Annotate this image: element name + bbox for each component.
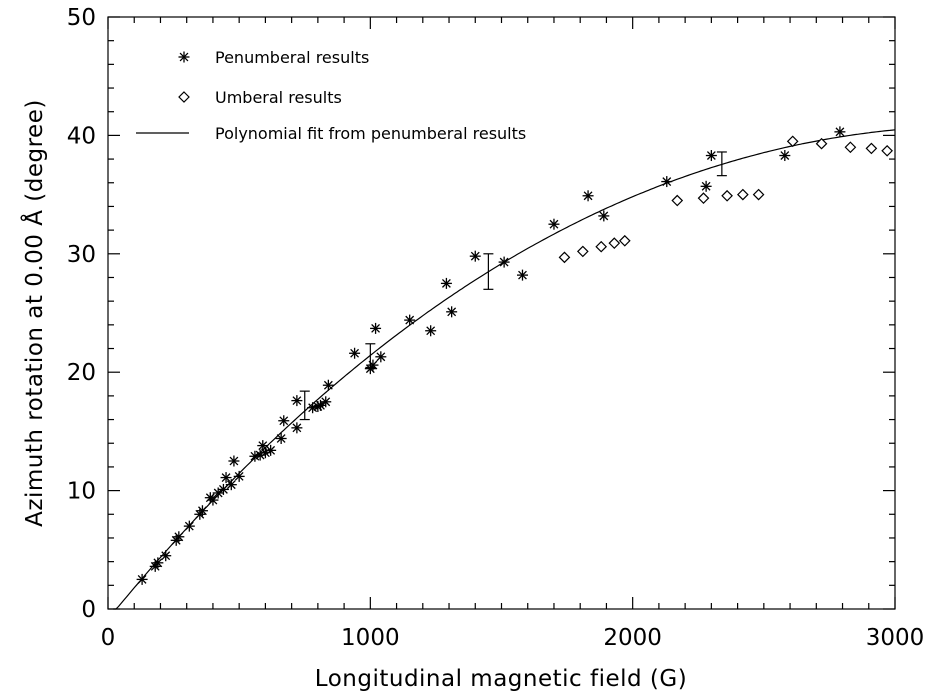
y-tick-label: 20	[67, 360, 96, 386]
penumbral-point	[582, 190, 594, 202]
y-tick-label: 50	[67, 5, 96, 31]
penumbral-point	[598, 210, 610, 222]
penumbral-point	[291, 395, 303, 407]
umbral-point	[865, 142, 878, 155]
penumbral-point	[291, 422, 303, 434]
x-axis-label: Longitudinal magnetic field (G)	[315, 666, 687, 692]
penumbral-point	[375, 351, 387, 363]
axis-ticks	[107, 16, 896, 610]
penumbral-point	[469, 250, 481, 262]
fit-curve	[113, 129, 896, 610]
umbral-point	[721, 189, 733, 202]
penumbral-point	[834, 126, 846, 138]
penumbral-point	[233, 470, 245, 482]
y-tick-label: 0	[81, 597, 96, 623]
umbral-point	[736, 188, 749, 201]
penumbral-point	[498, 256, 510, 268]
legend-asterisk-marker	[178, 51, 190, 63]
penumbral-point	[425, 325, 437, 337]
penumbral-point	[275, 433, 287, 445]
y-tick-label: 40	[67, 123, 96, 149]
penumbral-point	[196, 505, 208, 517]
penumbral-point	[217, 483, 229, 495]
y-axis-label: Azimuth rotation at 0.00 Å (degree)	[20, 99, 48, 527]
penumbral-point	[249, 450, 261, 462]
umbral-point	[697, 192, 710, 205]
penumbral-point	[404, 314, 416, 326]
error-bar-group	[299, 151, 727, 421]
penumbral-point	[322, 379, 334, 391]
legend-label: Umberal results	[215, 88, 342, 107]
umbral-point	[576, 245, 589, 258]
penumbral-point	[152, 557, 164, 569]
umbral-point	[595, 240, 608, 253]
legend: Penumberal results Umberal results Polynom…	[136, 48, 526, 143]
umbral-point	[815, 137, 828, 150]
umbral-point	[618, 234, 631, 247]
x-tick-label: 0	[101, 625, 116, 651]
umbral-point	[671, 194, 684, 207]
penumbral-point	[516, 269, 528, 281]
fit-curve-group	[113, 129, 896, 610]
axis-tick-labels: 0 1000 2000 3000 0 10 20 30 40 50	[67, 5, 925, 651]
penumbral-point	[370, 322, 382, 334]
legend-diamond-marker	[178, 91, 190, 103]
penumbral-point	[320, 396, 332, 408]
penumbral-point	[446, 306, 458, 318]
penumbral-point	[160, 550, 172, 562]
x-tick-label: 3000	[866, 625, 925, 651]
penumbral-point	[278, 415, 290, 427]
penumbral-point	[220, 472, 232, 484]
penumbral-point	[136, 573, 148, 585]
legend-label: Penumberal results	[215, 48, 369, 67]
umbral-point	[786, 135, 799, 148]
penumbral-point	[548, 218, 560, 230]
umbral-point	[752, 188, 765, 201]
penumbral-point	[183, 520, 195, 532]
penumbral-point	[700, 180, 712, 192]
penumbral-point	[173, 531, 185, 543]
umbral-point	[608, 237, 621, 249]
y-tick-label: 10	[67, 479, 96, 505]
penumbral-point	[265, 444, 277, 456]
penumbral-point	[440, 277, 452, 289]
x-tick-label: 1000	[341, 625, 400, 651]
penumbral-point	[779, 150, 791, 162]
penumbral-point	[225, 479, 237, 491]
x-tick-label: 2000	[603, 625, 662, 651]
legend-label: Polynomial fit from penumberal results	[215, 124, 526, 143]
umbral-point	[558, 251, 571, 264]
penumbral-point	[367, 359, 379, 371]
penumbral-point	[661, 176, 673, 188]
umbral-point	[881, 144, 893, 157]
penumbral-point	[228, 455, 240, 467]
data-points	[136, 126, 893, 585]
umbral-point	[844, 141, 857, 154]
penumbral-point	[207, 494, 219, 506]
y-tick-label: 30	[67, 242, 96, 268]
penumbral-point	[349, 347, 361, 359]
penumbral-point	[705, 150, 717, 162]
